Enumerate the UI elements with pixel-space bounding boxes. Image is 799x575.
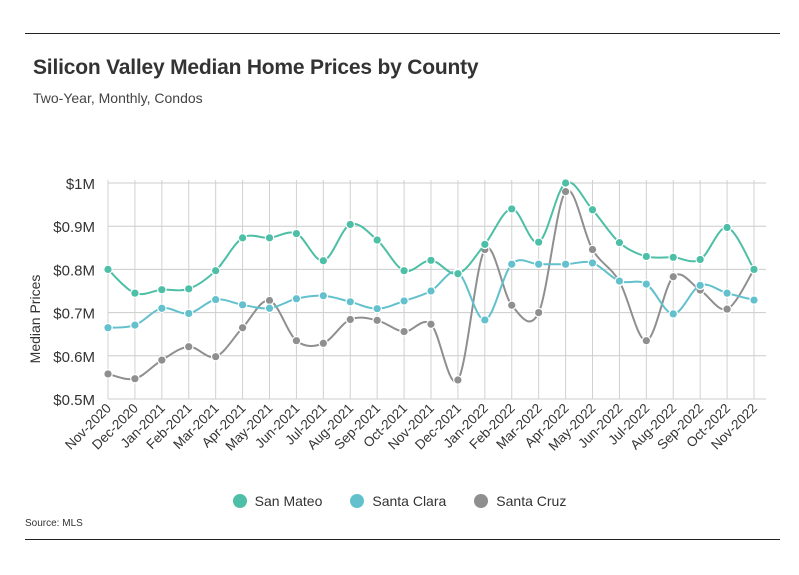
data-point-san-mateo <box>372 235 382 245</box>
data-point-santa-clara <box>291 293 302 304</box>
data-point-santa-cruz <box>560 186 571 197</box>
data-point-santa-cruz <box>237 322 248 333</box>
data-point-san-mateo <box>533 237 544 247</box>
data-point-santa-clara <box>318 290 329 301</box>
data-point-san-mateo <box>237 233 248 243</box>
data-point-santa-cruz <box>372 315 382 326</box>
data-point-san-mateo <box>426 255 436 266</box>
y-tick-label: $1M <box>66 176 95 193</box>
source-note: Source: MLS <box>25 518 83 529</box>
data-point-santa-cruz <box>130 373 140 384</box>
data-point-san-mateo <box>453 268 463 279</box>
top-rule <box>25 33 780 34</box>
y-tick-label: $0.7M <box>53 306 95 323</box>
legend-swatch <box>474 494 489 508</box>
data-point-santa-cruz <box>345 314 356 325</box>
data-point-santa-clara <box>533 259 544 270</box>
data-point-san-mateo <box>587 204 598 215</box>
bottom-rule <box>25 539 780 540</box>
data-point-santa-cruz <box>103 369 113 379</box>
y-tick-label: $0.8M <box>53 262 95 279</box>
data-point-santa-clara <box>668 309 679 319</box>
data-point-santa-clara <box>372 303 382 314</box>
data-point-san-mateo <box>318 255 329 266</box>
data-point-santa-cruz <box>183 341 194 352</box>
legend-label: Santa Cruz <box>496 493 567 509</box>
legend-swatch <box>232 494 247 508</box>
data-point-santa-clara <box>641 279 652 289</box>
chart-subtitle: Two-Year, Monthly, Condos <box>33 90 203 106</box>
data-point-santa-clara <box>399 296 409 306</box>
data-point-santa-cruz <box>264 295 275 306</box>
data-point-santa-cruz <box>157 355 167 365</box>
y-tick-label: $0.6M <box>53 349 95 366</box>
data-point-santa-clara <box>103 322 113 333</box>
data-point-san-mateo <box>291 228 302 239</box>
data-point-san-mateo <box>560 178 571 188</box>
data-point-santa-clara <box>480 315 490 325</box>
y-tick-label: $0.5M <box>53 392 95 409</box>
data-point-santa-cruz <box>426 319 436 330</box>
chart-legend: San Mateo Santa Clara Santa Cruz <box>0 493 799 509</box>
data-point-santa-clara <box>614 276 625 286</box>
data-point-san-mateo <box>210 265 221 276</box>
data-point-san-mateo <box>399 265 409 276</box>
data-point-san-mateo <box>722 222 732 233</box>
data-point-san-mateo <box>749 264 759 275</box>
data-point-santa-cruz <box>722 304 732 314</box>
data-point-santa-clara <box>210 294 221 305</box>
data-point-san-mateo <box>668 252 679 263</box>
data-point-santa-clara <box>426 286 436 296</box>
data-point-san-mateo <box>157 284 167 295</box>
legend-label: San Mateo <box>254 493 323 509</box>
data-point-san-mateo <box>183 284 194 294</box>
legend-label: Santa Clara <box>372 493 447 509</box>
data-point-santa-cruz <box>668 271 679 282</box>
data-point-santa-cruz <box>399 326 409 337</box>
data-point-santa-clara <box>560 259 571 270</box>
data-point-santa-clara <box>749 295 759 305</box>
data-point-santa-cruz <box>210 351 221 362</box>
data-point-santa-clara <box>695 280 705 291</box>
data-point-san-mateo <box>345 219 356 230</box>
data-point-san-mateo <box>641 251 652 262</box>
data-point-santa-cruz <box>587 244 598 255</box>
data-point-san-mateo <box>264 233 275 243</box>
data-point-santa-clara <box>506 259 517 270</box>
y-axis-label: Median Prices <box>27 275 43 364</box>
data-point-santa-clara <box>345 296 356 307</box>
data-point-san-mateo <box>103 264 113 275</box>
data-point-santa-clara <box>264 303 275 314</box>
data-point-santa-clara <box>130 320 140 330</box>
data-point-santa-clara <box>587 258 598 268</box>
data-point-santa-cruz <box>506 300 517 311</box>
data-point-santa-cruz <box>641 335 652 346</box>
data-point-santa-cruz <box>533 307 544 318</box>
data-point-santa-cruz <box>318 338 329 349</box>
data-point-santa-cruz <box>453 375 463 385</box>
data-point-santa-clara <box>722 288 732 298</box>
data-point-santa-clara <box>157 303 167 314</box>
legend-item-santa-cruz: Santa Cruz <box>474 493 566 509</box>
legend-item-san-mateo: San Mateo <box>232 493 323 509</box>
chart-title: Silicon Valley Median Home Prices by Cou… <box>33 56 479 79</box>
y-tick-label: $0.9M <box>53 219 95 236</box>
legend-item-santa-clara: Santa Clara <box>350 493 446 509</box>
data-point-san-mateo <box>695 254 705 265</box>
data-point-santa-cruz <box>291 335 302 346</box>
legend-swatch <box>350 494 365 508</box>
data-point-santa-clara <box>237 300 248 310</box>
data-point-san-mateo <box>130 288 140 298</box>
data-point-san-mateo <box>506 204 517 214</box>
data-point-santa-clara <box>183 308 194 319</box>
data-point-san-mateo <box>614 237 625 248</box>
data-point-san-mateo <box>480 239 490 250</box>
